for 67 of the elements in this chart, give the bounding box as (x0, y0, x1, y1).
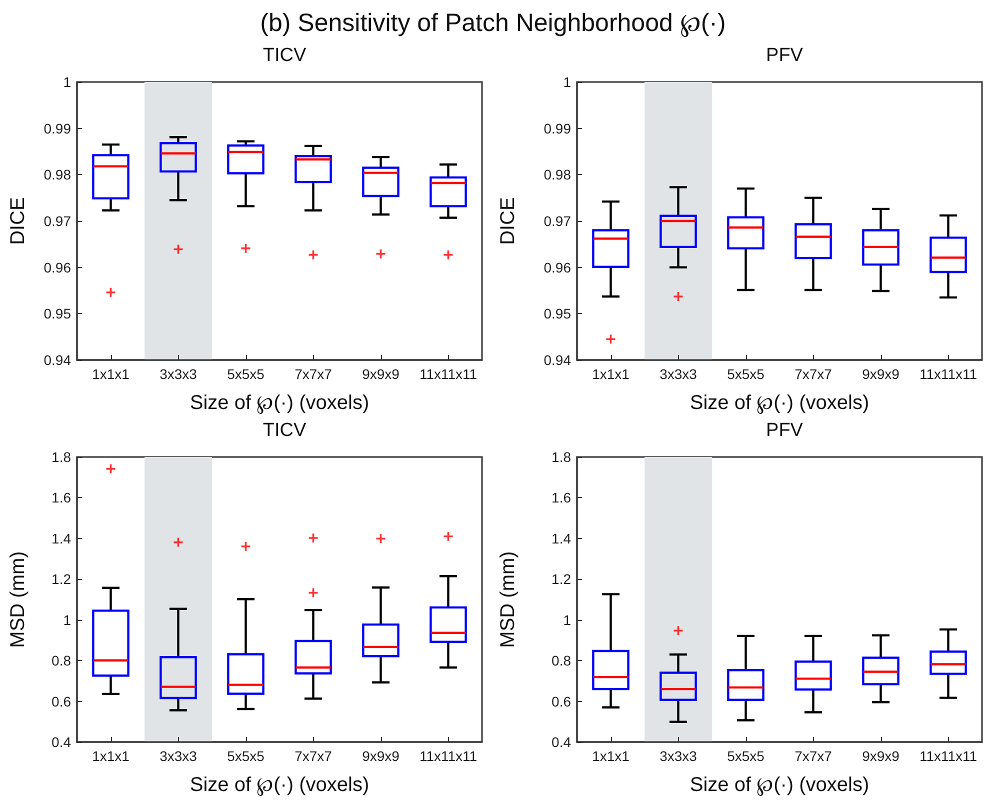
x-tick-label: 3x3x3 (160, 748, 198, 764)
chart-title: TICV (262, 45, 306, 66)
y-tick-label: 0.96 (544, 259, 572, 276)
x-tick-label: 3x3x3 (160, 366, 198, 382)
y-tick-label: 0.95 (544, 306, 572, 322)
y-tick-label: 0.8 (52, 652, 72, 669)
x-tick-label: 3x3x3 (660, 366, 698, 382)
y-tick-label: 0.97 (544, 213, 572, 229)
y-tick-label: 0.98 (44, 166, 72, 183)
x-tick-label: 9x9x9 (862, 366, 900, 382)
x-tick-label: 1x1x1 (92, 748, 130, 764)
x-tick-label: 11x11x11 (919, 366, 978, 382)
x-axis-title: Size of ℘(·) (voxels) (190, 774, 370, 796)
y-axis-title: DICE (7, 197, 29, 245)
y-tick-label: 1.4 (52, 530, 72, 546)
x-tick-label: 1x1x1 (92, 366, 130, 382)
y-axis-title: MSD (mm) (497, 551, 519, 648)
y-tick-label: 1 (563, 74, 572, 90)
y-tick-label: 0.95 (44, 306, 72, 322)
y-tick-label: 1.4 (552, 530, 572, 546)
y-tick-label: 1 (63, 612, 72, 628)
x-tick-label: 1x1x1 (592, 748, 630, 764)
y-tick-label: 1.2 (52, 571, 72, 588)
x-tick-label: 7x7x7 (294, 366, 332, 382)
x-tick-label: 9x9x9 (362, 748, 400, 764)
x-tick-label: 11x11x11 (419, 366, 478, 382)
y-tick-label: 0.6 (52, 693, 72, 710)
y-tick-label: 0.6 (552, 693, 572, 710)
x-axis-title: Size of ℘(·) (voxels) (690, 392, 870, 414)
y-tick-label: 0.8 (552, 652, 572, 669)
y-tick-label: 0.4 (552, 734, 572, 750)
y-tick-label: 0.96 (44, 259, 72, 276)
x-tick-label: 5x5x5 (227, 748, 265, 764)
x-tick-label: 5x5x5 (727, 366, 765, 382)
x-tick-label: 3x3x3 (660, 748, 698, 764)
y-tick-label: 0.98 (544, 166, 572, 183)
x-tick-label: 11x11x11 (919, 748, 978, 764)
y-tick-label: 1 (563, 612, 572, 628)
y-tick-label: 1 (63, 74, 72, 90)
chart-title: PFV (766, 420, 804, 441)
x-tick-label: 5x5x5 (227, 366, 265, 382)
y-tick-label: 1.8 (552, 449, 572, 465)
y-tick-label: 0.99 (544, 120, 572, 136)
y-tick-label: 0.97 (44, 213, 72, 229)
x-tick-label: 9x9x9 (362, 366, 400, 382)
y-axis-title: MSD (mm) (7, 551, 29, 648)
text: (b) Sensitivity of Patch Neighborhood ℘(·) (259, 8, 727, 38)
x-tick-label: 9x9x9 (862, 748, 900, 764)
x-axis-title: Size of ℘(·) (voxels) (190, 392, 370, 414)
y-tick-label: 1.2 (552, 571, 572, 588)
y-tick-label: 0.99 (44, 120, 72, 136)
y-axis-title: DICE (497, 197, 519, 245)
y-tick-label: 1.6 (52, 490, 72, 506)
y-tick-label: 0.4 (52, 734, 72, 750)
y-tick-label: 1.6 (552, 490, 572, 506)
x-axis-title: Size of ℘(·) (voxels) (690, 774, 870, 796)
chart-title: PFV (766, 45, 804, 66)
y-tick-label: 1.8 (52, 449, 72, 465)
y-tick-label: 0.94 (44, 352, 72, 368)
x-tick-label: 5x5x5 (727, 748, 765, 764)
x-tick-label: 11x11x11 (419, 748, 478, 764)
x-tick-label: 1x1x1 (592, 366, 630, 382)
x-tick-label: 7x7x7 (794, 748, 832, 764)
x-tick-label: 7x7x7 (794, 366, 832, 382)
chart-title: TICV (262, 420, 306, 441)
x-tick-label: 7x7x7 (294, 748, 332, 764)
y-tick-label: 0.94 (544, 352, 572, 368)
